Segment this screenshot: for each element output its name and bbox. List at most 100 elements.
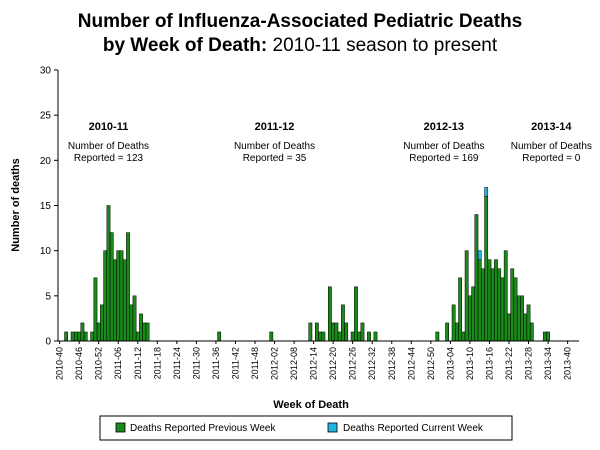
y-tick-label: 30 bbox=[40, 66, 52, 77]
legend-swatch-previous bbox=[115, 422, 126, 433]
y-tick-label: 20 bbox=[40, 156, 52, 167]
bar-previous-week bbox=[367, 331, 371, 342]
season-note-line2: Reported = 35 bbox=[243, 153, 307, 164]
bars bbox=[64, 187, 550, 342]
bar-previous-week bbox=[77, 331, 82, 342]
bar-previous-week bbox=[494, 259, 498, 342]
x-tick-label: 2012-32 bbox=[367, 347, 377, 380]
x-tick-label: 2011-12 bbox=[133, 347, 143, 379]
x-tick-label: 2013-04 bbox=[445, 347, 455, 380]
bar-previous-week bbox=[520, 295, 524, 342]
season-note-line1: Number of Deaths bbox=[68, 141, 149, 152]
season-label: 2013-14 bbox=[531, 121, 572, 133]
chart-title-line1: Number of Influenza-Associated Pediatric… bbox=[78, 11, 523, 32]
bar-previous-week bbox=[487, 259, 492, 342]
x-tick-label: 2012-44 bbox=[406, 347, 416, 380]
legend: Deaths Reported Previous Week Deaths Rep… bbox=[99, 415, 513, 441]
bar-previous-week bbox=[129, 304, 134, 342]
bar-previous-week bbox=[145, 322, 150, 342]
bar-previous-week bbox=[80, 322, 85, 342]
bar-previous-week bbox=[100, 304, 104, 342]
x-axis-ticks: 2010-40 2010-46 2010-52 2011-06 2011-12 2011-… bbox=[55, 341, 573, 380]
bar-previous-week bbox=[445, 322, 449, 342]
bar-previous-week bbox=[490, 268, 495, 342]
x-tick-label: 2011-42 bbox=[230, 347, 240, 379]
bar-previous-week bbox=[458, 277, 463, 342]
bar-previous-week bbox=[354, 286, 358, 342]
x-tick-label: 2012-50 bbox=[426, 347, 436, 380]
bar-previous-week bbox=[331, 322, 336, 342]
bar-previous-week bbox=[308, 322, 313, 342]
season-note-line2: Reported = 0 bbox=[522, 153, 581, 164]
bar-previous-week bbox=[116, 250, 121, 342]
legend-swatch-current bbox=[327, 422, 338, 433]
bar-previous-week bbox=[318, 331, 323, 342]
y-tick-label: 5 bbox=[45, 291, 51, 302]
season-label: 2012-13 bbox=[424, 121, 464, 133]
season-note-line1: Number of Deaths bbox=[511, 141, 592, 152]
x-tick-label: 2010-40 bbox=[55, 347, 65, 380]
legend-box bbox=[99, 415, 513, 441]
season-note-line1: Number of Deaths bbox=[234, 141, 315, 152]
bar-current-week bbox=[484, 187, 489, 197]
x-tick-label: 2011-18 bbox=[152, 347, 162, 379]
bar-previous-week bbox=[500, 277, 505, 342]
bar-previous-week bbox=[497, 268, 502, 342]
bar-previous-week bbox=[468, 295, 472, 342]
bar-previous-week bbox=[542, 331, 547, 342]
x-tick-label: 2012-38 bbox=[387, 347, 397, 380]
bar-previous-week bbox=[546, 331, 550, 342]
bar-previous-week bbox=[106, 205, 111, 342]
bar-previous-week bbox=[341, 304, 345, 342]
bar-previous-week bbox=[357, 331, 362, 342]
bar-previous-week bbox=[314, 322, 319, 342]
bar-previous-week bbox=[471, 286, 476, 342]
season-label: 2011-12 bbox=[255, 121, 295, 133]
x-tick-label: 2011-06 bbox=[113, 347, 123, 379]
y-axis-ticks: 0 5 10 15 20 25 30 bbox=[40, 66, 58, 348]
bar-previous-week bbox=[70, 331, 75, 342]
bar-previous-week bbox=[503, 250, 508, 342]
x-tick-label: 2012-08 bbox=[289, 347, 299, 380]
bar-previous-week bbox=[139, 313, 143, 342]
bar-previous-week bbox=[529, 322, 534, 342]
bar-previous-week bbox=[513, 277, 518, 342]
x-tick-label: 2011-36 bbox=[211, 347, 221, 379]
bar-previous-week bbox=[64, 331, 69, 342]
x-tick-label: 2012-14 bbox=[309, 347, 319, 380]
x-tick-label: 2013-22 bbox=[504, 347, 514, 380]
bar-previous-week bbox=[373, 331, 378, 342]
bar-previous-week bbox=[481, 268, 485, 342]
season-label: 2010-11 bbox=[89, 121, 129, 133]
bar-previous-week bbox=[93, 277, 98, 342]
bar-previous-week bbox=[334, 322, 339, 342]
y-tick-label: 25 bbox=[40, 111, 52, 122]
bar-previous-week bbox=[337, 331, 342, 342]
bar-previous-week bbox=[477, 259, 482, 342]
bar-previous-week bbox=[142, 322, 147, 342]
legend-label-current: Deaths Reported Current Week bbox=[343, 423, 484, 434]
x-tick-label: 2010-52 bbox=[94, 347, 104, 380]
x-tick-label: 2013-40 bbox=[563, 347, 573, 380]
bar-previous-week bbox=[474, 214, 479, 342]
bar-previous-week bbox=[328, 286, 332, 342]
bar-previous-week bbox=[269, 331, 274, 342]
x-tick-label: 2013-28 bbox=[524, 347, 534, 380]
chart-title-line2-bold: by Week of Death: bbox=[103, 35, 267, 56]
bar-previous-week bbox=[510, 268, 515, 342]
bar-previous-week bbox=[350, 331, 355, 342]
x-tick-label: 2011-30 bbox=[191, 347, 201, 379]
bar-previous-week bbox=[344, 322, 349, 342]
x-tick-label: 2010-46 bbox=[74, 347, 84, 380]
bar-previous-week bbox=[455, 322, 459, 342]
x-tick-label: 2013-34 bbox=[543, 347, 553, 380]
season-note-line2: Reported = 123 bbox=[74, 153, 144, 164]
bar-previous-week bbox=[122, 259, 127, 342]
chart-title-line2: by Week of Death: 2010-11 season to pres… bbox=[103, 35, 498, 56]
bar-previous-week bbox=[526, 304, 531, 342]
legend-label-previous: Deaths Reported Previous Week bbox=[130, 423, 276, 434]
season-note-line1: Number of Deaths bbox=[403, 141, 484, 152]
x-tick-label: 2011-24 bbox=[172, 347, 182, 379]
